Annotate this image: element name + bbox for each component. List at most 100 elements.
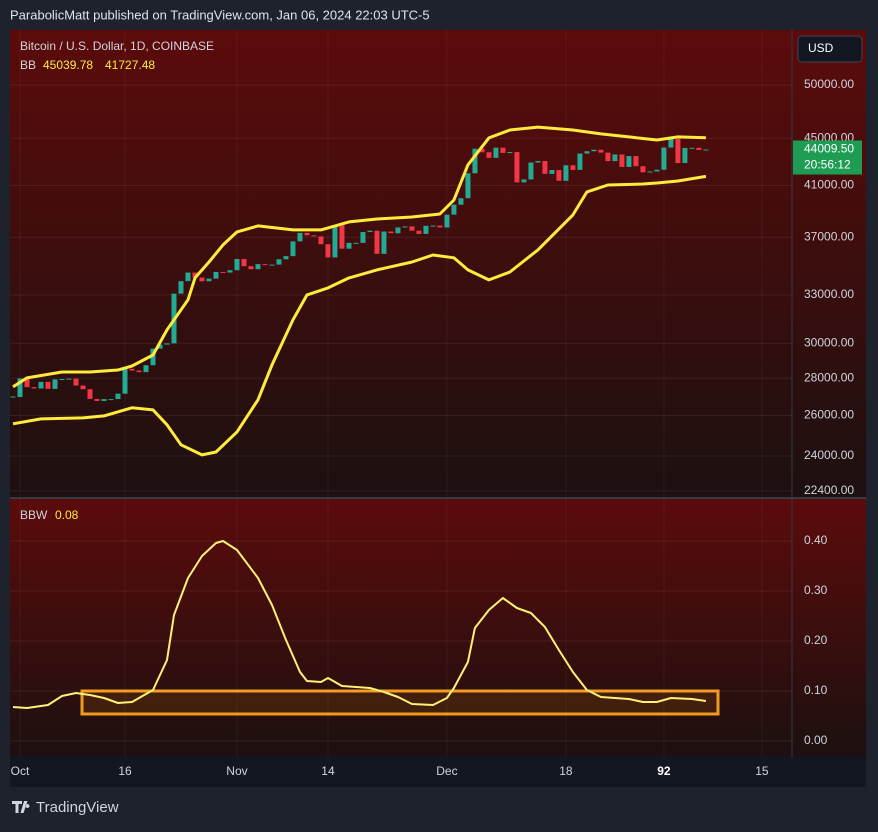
y-tick-label: 0.00 bbox=[804, 733, 828, 747]
x-axis-bg bbox=[10, 757, 866, 787]
candle bbox=[437, 225, 443, 228]
candle bbox=[276, 259, 282, 265]
candle bbox=[241, 258, 247, 267]
candle bbox=[325, 244, 331, 258]
candle bbox=[577, 153, 583, 170]
bb-upper bbox=[12, 125, 706, 389]
candle bbox=[220, 271, 226, 273]
y-tick-label: 0.40 bbox=[804, 533, 828, 547]
price-plot bbox=[10, 30, 792, 497]
symbol-title: Bitcoin / U.S. Dollar, 1D, COINBASE bbox=[20, 39, 214, 53]
candle bbox=[129, 368, 135, 371]
y-tick-label: 37000.00 bbox=[804, 229, 854, 243]
candle bbox=[395, 227, 401, 234]
candle bbox=[500, 147, 506, 153]
candle bbox=[339, 225, 345, 249]
currency-button[interactable] bbox=[797, 35, 863, 63]
candle bbox=[612, 154, 618, 162]
byline: ParabolicMatt published on TradingView.c… bbox=[10, 7, 430, 22]
countdown: 20:56:12 bbox=[804, 158, 851, 172]
candle bbox=[45, 381, 51, 389]
candle bbox=[227, 270, 233, 273]
candle bbox=[38, 381, 44, 389]
candle bbox=[101, 399, 107, 401]
candle bbox=[255, 264, 261, 270]
candle bbox=[402, 226, 408, 228]
y-tick-label: 28000.00 bbox=[804, 370, 854, 384]
candle bbox=[192, 272, 198, 278]
candle bbox=[423, 225, 429, 234]
candle bbox=[24, 378, 30, 388]
candle bbox=[619, 154, 625, 167]
y-tick-label: 22400.00 bbox=[804, 483, 854, 497]
candle bbox=[465, 173, 471, 199]
candle bbox=[248, 266, 254, 270]
candle bbox=[486, 152, 492, 158]
axes: 22400.00 24000.00 26000.00 28000.00 30000.00… bbox=[11, 77, 862, 778]
logo bbox=[12, 801, 30, 813]
candle bbox=[654, 169, 660, 172]
bbw-pane bbox=[10, 499, 866, 757]
candle bbox=[598, 149, 604, 153]
candle bbox=[360, 232, 366, 243]
candle bbox=[633, 156, 639, 167]
candle bbox=[269, 264, 275, 266]
candle bbox=[143, 365, 149, 373]
y-tick-label: 0.30 bbox=[804, 583, 828, 597]
y-tick-label: 0.20 bbox=[804, 633, 828, 647]
candle bbox=[164, 343, 170, 345]
candle bbox=[479, 148, 485, 153]
candle bbox=[591, 149, 597, 152]
candle bbox=[556, 170, 562, 181]
price-pane bbox=[10, 30, 866, 497]
candle bbox=[444, 214, 450, 228]
candle bbox=[122, 368, 128, 394]
candle bbox=[563, 165, 569, 181]
candle bbox=[304, 232, 310, 236]
x-tick-label: 14 bbox=[321, 764, 335, 778]
candle bbox=[157, 344, 163, 349]
candle bbox=[367, 230, 373, 233]
bb-lower bbox=[12, 174, 707, 457]
candle bbox=[290, 241, 296, 257]
currency[interactable]: USD bbox=[808, 41, 834, 55]
candle bbox=[31, 387, 37, 389]
candle bbox=[549, 170, 555, 174]
candle bbox=[59, 378, 65, 380]
candle bbox=[353, 242, 359, 244]
candle bbox=[17, 378, 23, 398]
x-tick-label: Dec bbox=[436, 764, 457, 778]
candle bbox=[87, 389, 93, 399]
candle bbox=[493, 147, 499, 158]
bbw-plot bbox=[10, 499, 792, 757]
highlight-box bbox=[80, 689, 720, 716]
candle bbox=[297, 232, 303, 242]
candle bbox=[661, 147, 667, 170]
candle bbox=[332, 225, 338, 258]
y-tick-label: 30000.00 bbox=[804, 335, 854, 349]
bbw-value: 0.08 bbox=[55, 508, 79, 522]
last-price-box bbox=[793, 140, 862, 175]
x-tick-label: 18 bbox=[559, 764, 573, 778]
candle bbox=[605, 152, 611, 162]
candle bbox=[570, 165, 576, 170]
x-tick-label: 15 bbox=[755, 764, 769, 778]
candle bbox=[458, 198, 464, 205]
candle bbox=[388, 231, 394, 234]
candle bbox=[528, 162, 534, 180]
candle bbox=[584, 151, 590, 154]
candle bbox=[262, 264, 268, 266]
x-tick-label: 16 bbox=[118, 764, 132, 778]
y-tick-label: 24000.00 bbox=[804, 448, 854, 462]
candle bbox=[318, 236, 324, 245]
candle bbox=[73, 378, 79, 386]
candle bbox=[703, 149, 709, 151]
brand: TradingView bbox=[36, 799, 119, 816]
candle bbox=[682, 147, 688, 164]
candle bbox=[514, 152, 520, 183]
candle bbox=[675, 138, 681, 164]
candle bbox=[409, 226, 415, 231]
candle bbox=[66, 378, 72, 380]
candle bbox=[52, 379, 58, 389]
